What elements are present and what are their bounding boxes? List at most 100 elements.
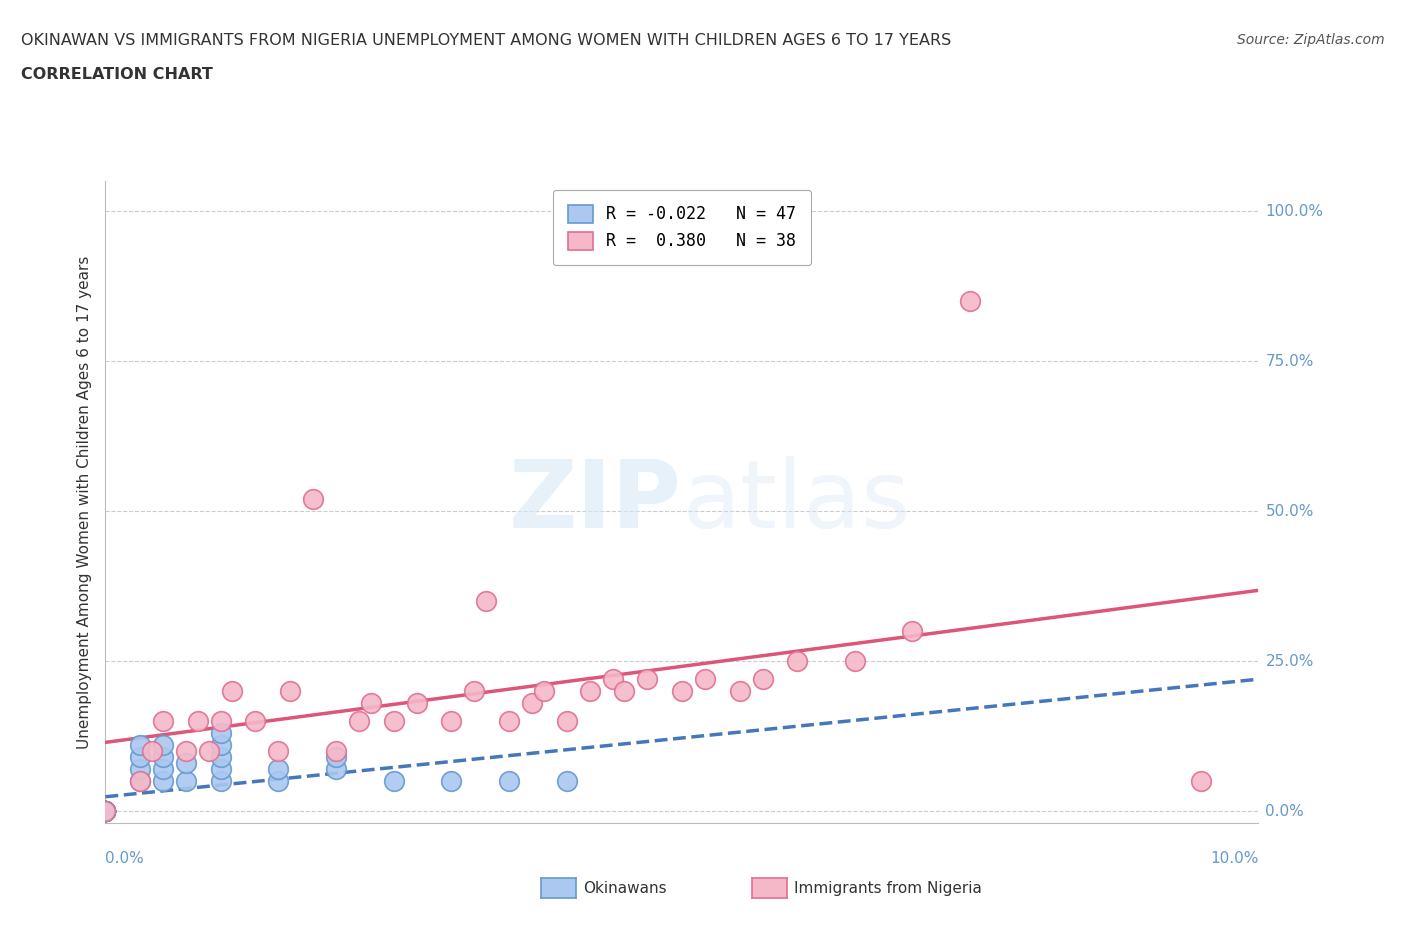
Point bbox=[141, 744, 163, 759]
Text: atlas: atlas bbox=[682, 457, 910, 548]
Point bbox=[347, 713, 370, 728]
Point bbox=[209, 762, 232, 777]
Text: Source: ZipAtlas.com: Source: ZipAtlas.com bbox=[1237, 33, 1385, 46]
Point bbox=[463, 684, 485, 698]
Text: 0.0%: 0.0% bbox=[1265, 804, 1305, 818]
Point bbox=[94, 804, 117, 818]
Text: ZIP: ZIP bbox=[509, 457, 682, 548]
Point bbox=[209, 713, 232, 728]
Point bbox=[267, 744, 290, 759]
Point bbox=[174, 756, 197, 771]
Point bbox=[209, 737, 232, 752]
Point bbox=[152, 737, 174, 752]
Point bbox=[152, 774, 174, 789]
Text: Okinawans: Okinawans bbox=[583, 881, 666, 896]
Point bbox=[325, 750, 347, 764]
Point bbox=[129, 750, 152, 764]
Point bbox=[94, 804, 117, 818]
Point bbox=[129, 737, 152, 752]
Point bbox=[209, 725, 232, 740]
Point bbox=[94, 804, 117, 818]
Point bbox=[440, 713, 463, 728]
Point bbox=[94, 804, 117, 818]
Point bbox=[94, 804, 117, 818]
Point bbox=[440, 774, 463, 789]
Point bbox=[382, 774, 405, 789]
Point bbox=[94, 804, 117, 818]
Text: 75.0%: 75.0% bbox=[1265, 353, 1313, 369]
Point bbox=[94, 804, 117, 818]
Point bbox=[636, 671, 658, 686]
Text: 10.0%: 10.0% bbox=[1211, 851, 1258, 866]
Point bbox=[498, 774, 520, 789]
Point bbox=[129, 774, 152, 789]
Point bbox=[94, 804, 117, 818]
Point bbox=[267, 762, 290, 777]
Text: 0.0%: 0.0% bbox=[105, 851, 145, 866]
Point bbox=[198, 744, 221, 759]
Point bbox=[94, 804, 117, 818]
Point bbox=[94, 804, 117, 818]
Point bbox=[1189, 774, 1212, 789]
Point bbox=[382, 713, 405, 728]
Point bbox=[245, 713, 267, 728]
Point bbox=[613, 684, 636, 698]
Point bbox=[728, 684, 751, 698]
Point bbox=[94, 804, 117, 818]
Point bbox=[555, 713, 578, 728]
Text: OKINAWAN VS IMMIGRANTS FROM NIGERIA UNEMPLOYMENT AMONG WOMEN WITH CHILDREN AGES : OKINAWAN VS IMMIGRANTS FROM NIGERIA UNEM… bbox=[21, 33, 952, 47]
Point bbox=[498, 713, 520, 728]
Legend: R = -0.022   N = 47, R =  0.380   N = 38: R = -0.022 N = 47, R = 0.380 N = 38 bbox=[553, 190, 811, 265]
Text: CORRELATION CHART: CORRELATION CHART bbox=[21, 67, 212, 82]
Point bbox=[325, 762, 347, 777]
Point bbox=[360, 696, 382, 711]
Point bbox=[302, 492, 325, 507]
Point bbox=[671, 684, 693, 698]
Point bbox=[94, 804, 117, 818]
Point bbox=[94, 804, 117, 818]
Y-axis label: Unemployment Among Women with Children Ages 6 to 17 years: Unemployment Among Women with Children A… bbox=[77, 256, 93, 749]
Point bbox=[152, 762, 174, 777]
Point bbox=[174, 744, 197, 759]
Point bbox=[533, 684, 555, 698]
Text: 25.0%: 25.0% bbox=[1265, 654, 1313, 669]
Text: 50.0%: 50.0% bbox=[1265, 504, 1313, 519]
Point bbox=[152, 750, 174, 764]
Point bbox=[94, 804, 117, 818]
Point bbox=[901, 624, 924, 639]
Point bbox=[94, 804, 117, 818]
Point bbox=[94, 804, 117, 818]
Point bbox=[209, 750, 232, 764]
Point bbox=[267, 774, 290, 789]
Point bbox=[209, 774, 232, 789]
Point bbox=[94, 804, 117, 818]
Point bbox=[187, 713, 209, 728]
Point bbox=[94, 804, 117, 818]
Point bbox=[751, 671, 773, 686]
Point bbox=[844, 654, 866, 669]
Point bbox=[221, 684, 243, 698]
Point bbox=[94, 804, 117, 818]
Point bbox=[94, 804, 117, 818]
Point bbox=[129, 774, 152, 789]
Point bbox=[602, 671, 624, 686]
Point bbox=[555, 774, 578, 789]
Point bbox=[520, 696, 543, 711]
Point bbox=[129, 762, 152, 777]
Point bbox=[94, 804, 117, 818]
Point bbox=[94, 804, 117, 818]
Point bbox=[94, 804, 117, 818]
Text: Immigrants from Nigeria: Immigrants from Nigeria bbox=[794, 881, 983, 896]
Point bbox=[174, 774, 197, 789]
Point bbox=[578, 684, 600, 698]
Point bbox=[693, 671, 716, 686]
Point bbox=[786, 654, 808, 669]
Point bbox=[152, 713, 174, 728]
Text: 100.0%: 100.0% bbox=[1265, 204, 1323, 219]
Point bbox=[959, 294, 981, 309]
Point bbox=[405, 696, 427, 711]
Point bbox=[475, 593, 498, 608]
Point bbox=[278, 684, 301, 698]
Point bbox=[325, 744, 347, 759]
Point bbox=[94, 804, 117, 818]
